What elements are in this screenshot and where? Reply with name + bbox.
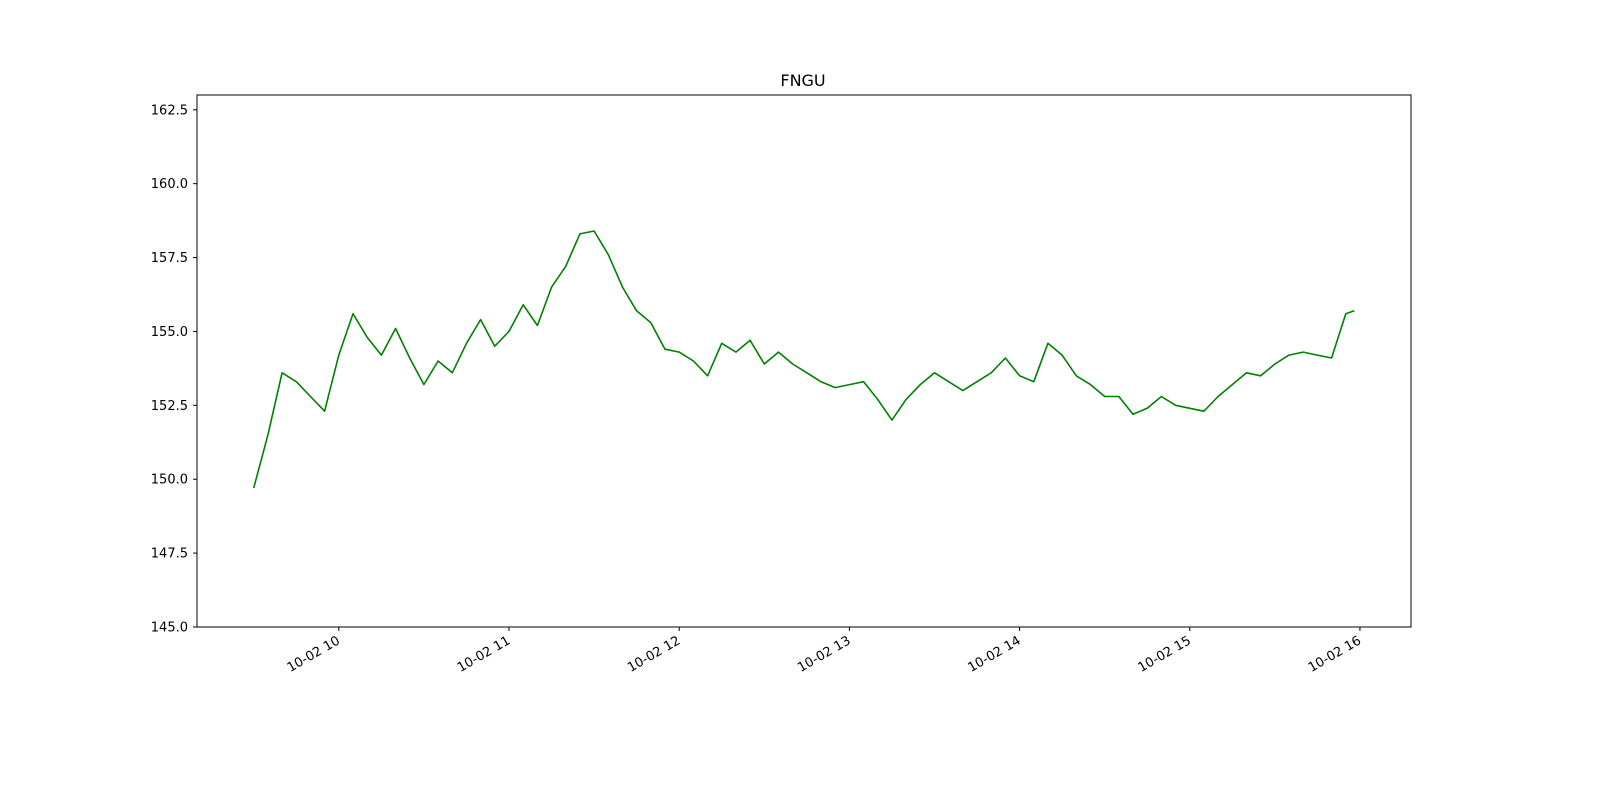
y-tick-label: 150.0 — [151, 473, 188, 488]
y-tick-label: 160.0 — [151, 177, 188, 192]
y-tick-label: 152.5 — [151, 399, 188, 414]
y-tick-label: 157.5 — [151, 251, 188, 266]
series-layer — [252, 230, 1355, 489]
y-tick-label: 145.0 — [151, 621, 188, 636]
y-tick-label: 147.5 — [151, 547, 188, 562]
y-axis: 145.0 147.5 150.0 152.5 155.0 157.5 160.0 162.5 — [151, 103, 197, 636]
plot-frame — [196, 94, 1412, 628]
y-tick-label: 162.5 — [151, 103, 188, 118]
series-line — [252, 230, 1355, 489]
chart-title: FNGU — [780, 71, 825, 90]
y-tick-label: 155.0 — [151, 325, 188, 340]
